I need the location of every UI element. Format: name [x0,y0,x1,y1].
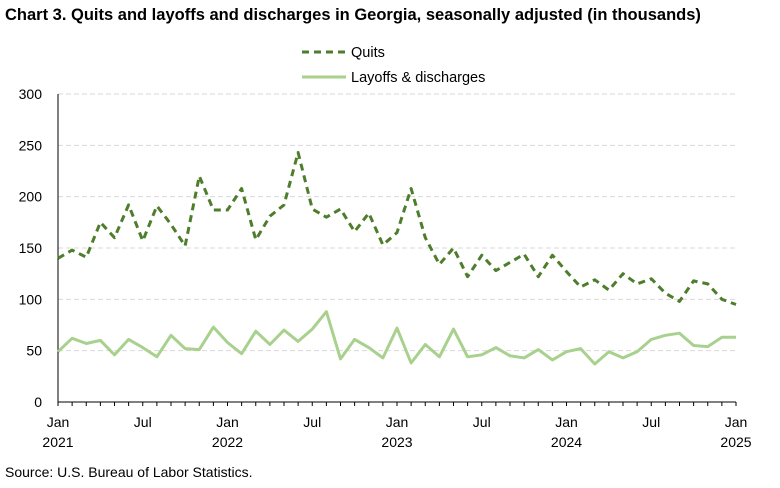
x-tick-label: Jan [47,414,70,430]
legend-label: Layoffs & discharges [351,70,485,86]
x-tick-year-label: 2023 [381,434,412,450]
y-tick-label: 250 [19,137,43,153]
x-tick-label: Jul [303,414,321,430]
x-tick-label: Jul [134,414,152,430]
y-tick-label: 0 [34,394,42,410]
x-tick-year-label: 2024 [551,434,582,450]
gridlines [58,93,736,352]
x-tick-label: Jan [216,414,239,430]
series-line-layoffs-discharges [56,310,736,366]
x-tick-year-label: 2022 [212,434,243,450]
y-tick-label: 50 [26,343,42,359]
y-tick-label: 100 [19,291,43,307]
chart-title: Chart 3. Quits and layoffs and discharge… [5,6,701,24]
x-tick-label: Jan [555,414,578,430]
legend-label: Quits [351,45,385,61]
y-tick-label: 150 [19,240,43,256]
x-tick-label: Jul [473,414,491,430]
x-tick-label: Jan [386,414,409,430]
series-line-quits [57,151,737,306]
x-tick-year-label: 2025 [720,434,751,450]
x-tick-year-label: 2021 [42,434,73,450]
x-tick-label: Jul [642,414,660,430]
axes: 0 50 100 150 200 250 300 Jan 2021 Jul Jan 2022 Jul Ja… [19,86,752,450]
x-tick-label: Jan [725,414,748,430]
series-lines [56,151,737,366]
y-tick-label: 300 [19,86,43,102]
source-note: Source: U.S. Bureau of Labor Statistics. [5,464,253,480]
legend: Quits Layoffs & discharges [302,45,485,86]
y-tick-label: 200 [19,189,43,205]
